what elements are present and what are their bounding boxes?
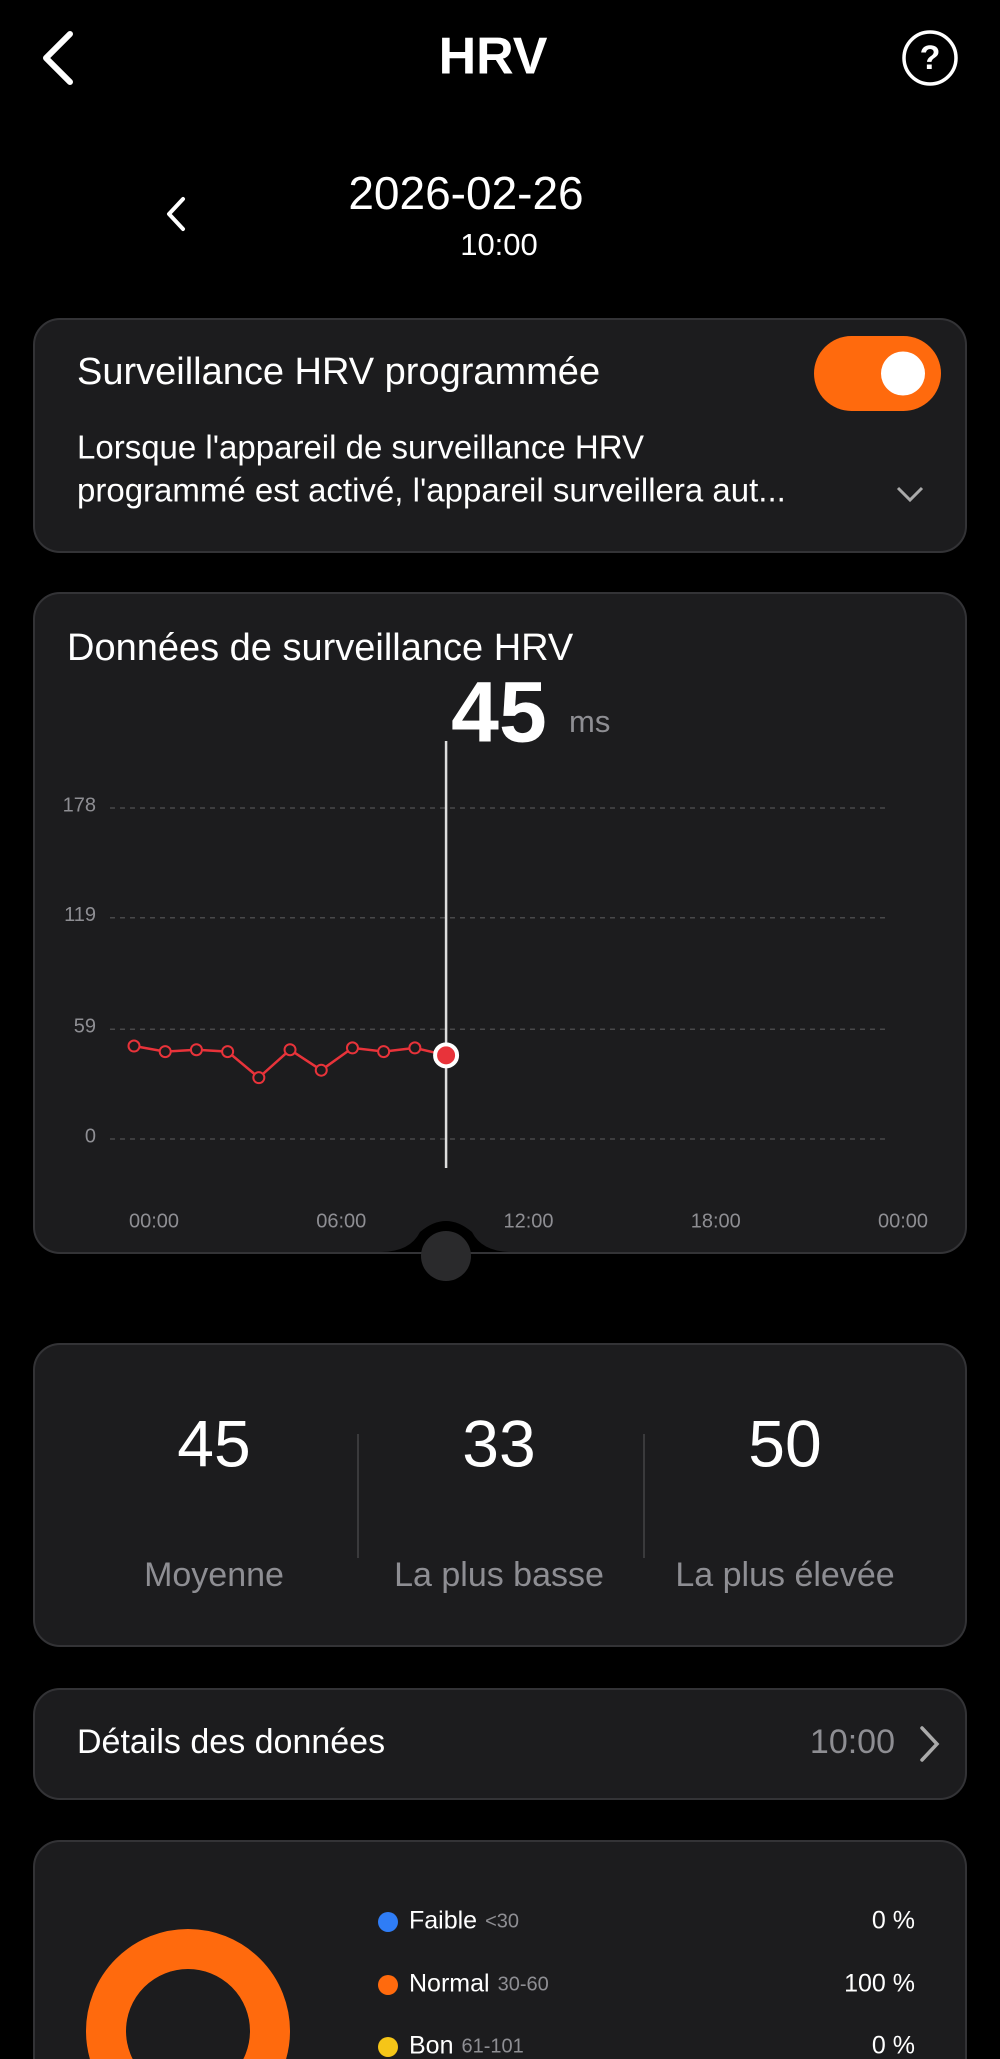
y-tick-label: 0 <box>85 1125 96 1147</box>
point <box>252 1071 266 1085</box>
help-icon: ? <box>920 39 941 77</box>
details-chevron <box>920 1726 940 1762</box>
chart-title: Données de surveillance HRV <box>67 627 574 669</box>
previous-day[interactable] <box>167 197 185 231</box>
point <box>314 1063 328 1077</box>
schedule-card <box>33 318 967 553</box>
legend-range: 30-60 <box>498 1973 549 1995</box>
schedule-description: programmé est activé, l'appareil surveil… <box>77 472 786 509</box>
stat-label: La plus basse <box>394 1556 604 1594</box>
point <box>127 1039 141 1053</box>
legend-value: 100 % <box>844 1970 915 1998</box>
stat-label: La plus élevée <box>675 1556 894 1594</box>
legend-dot <box>378 1975 398 1995</box>
x-tick-label: 00:00 <box>129 1210 179 1232</box>
schedule-description: Lorsque l'appareil de surveillance HRV <box>77 429 644 466</box>
selected-value: 45 <box>451 665 547 761</box>
donut-segment <box>86 1929 290 2059</box>
legend-range: 61-101 <box>461 2035 523 2057</box>
legend-value: 0 % <box>872 1907 915 1935</box>
point <box>221 1045 235 1059</box>
point <box>408 1041 422 1055</box>
stat-value: 50 <box>748 1406 821 1480</box>
stat-label: Moyenne <box>144 1556 284 1594</box>
details-label: Détails des données <box>77 1723 385 1761</box>
x-tick-label: 00:00 <box>878 1210 928 1232</box>
point <box>189 1043 203 1057</box>
x-tick-label: 12:00 <box>503 1210 553 1232</box>
point <box>345 1041 359 1055</box>
back-button[interactable] <box>43 31 73 85</box>
x-tick-label: 18:00 <box>691 1210 741 1232</box>
point <box>283 1043 297 1057</box>
y-tick-label: 59 <box>74 1016 96 1038</box>
unit: ms <box>569 704 610 739</box>
point <box>158 1045 172 1059</box>
legend-value: 0 % <box>872 2032 915 2059</box>
date: 2026-02-26 <box>348 167 583 219</box>
slider-handle[interactable] <box>421 1231 471 1281</box>
schedule-toggle[interactable] <box>814 336 941 411</box>
chart-card <box>33 592 967 1254</box>
page-title: HRV <box>439 28 548 86</box>
help-circle <box>902 30 958 86</box>
point <box>377 1045 391 1059</box>
stat-value: 45 <box>177 1406 250 1480</box>
selected-point <box>433 1042 460 1069</box>
legend-dot <box>378 1912 398 1932</box>
y-tick-label: 119 <box>64 904 96 926</box>
time: 10:00 <box>460 227 538 262</box>
stats-card <box>33 1343 967 1647</box>
legend-range: <30 <box>485 1910 519 1932</box>
help-button[interactable]: ? <box>902 30 958 86</box>
legend-label: Normal <box>409 1970 490 1998</box>
details-time: 10:00 <box>810 1723 895 1761</box>
stats: 45 Moyenne 33 La plus basse 50 La plus élevée <box>144 1406 895 1594</box>
toggle-knob <box>881 351 925 396</box>
schedule-title: Surveillance HRV programmée <box>77 351 600 393</box>
plot: 0 59 119 178 00:00 06:00 12:00 18:00 00:00 <box>63 741 928 1232</box>
distribution: Faible <30 0 % Normal 30-60 100 % Bon 61-101 0 % <box>86 1907 915 2059</box>
expand-chevron[interactable] <box>896 486 924 503</box>
x-tick-label: 06:00 <box>316 1210 366 1232</box>
legend-label: Faible <box>409 1907 477 1935</box>
legend-dot <box>378 2037 398 2057</box>
legend-label: Bon <box>409 2032 453 2059</box>
y-tick-label: 178 <box>63 794 96 816</box>
stat-value: 33 <box>462 1406 535 1480</box>
details-row[interactable] <box>33 1688 967 1800</box>
